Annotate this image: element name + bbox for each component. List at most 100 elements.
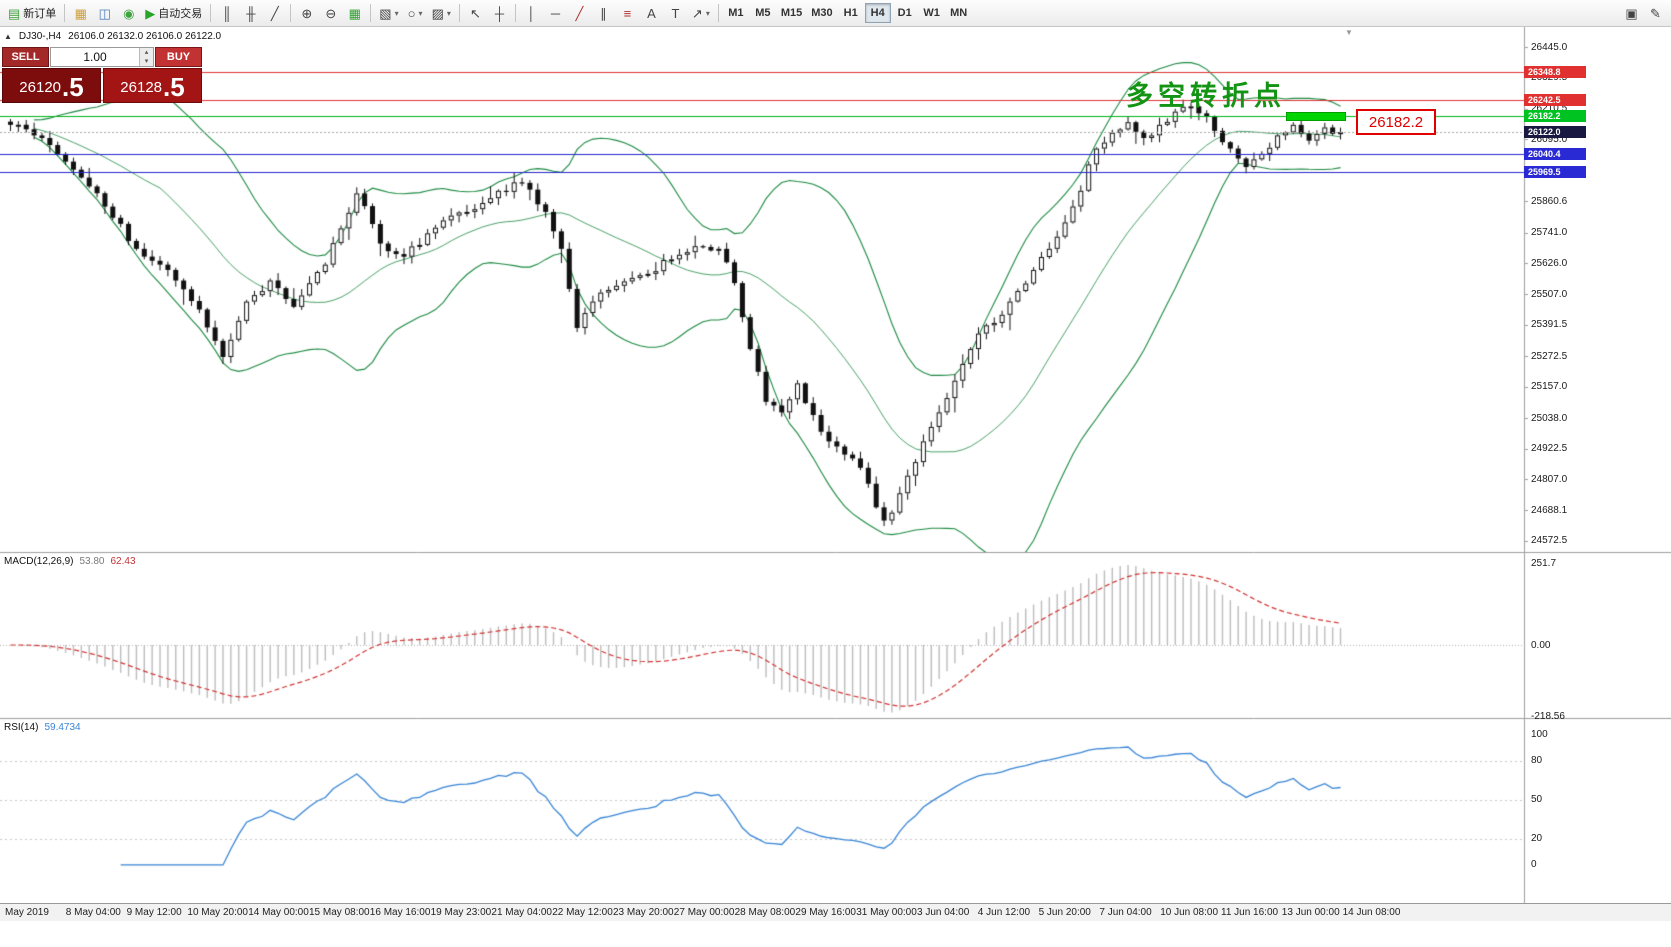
timeframe-h4-button[interactable]: H4 [864,3,891,23]
price-axis-label: 25741.0 [1531,227,1568,239]
line-chart-button[interactable]: ╱ [263,2,286,24]
timeframe-h1-button[interactable]: H1 [838,3,864,23]
toolbar-separator [717,4,719,22]
volume-input[interactable]: 1.00 ▴ ▾ [50,47,154,67]
macd-axis-label: 0.00 [1531,640,1551,651]
time-axis-label: 4 Jun 12:00 [977,907,1031,918]
oct-collapse-toggle[interactable]: ▲ [4,32,12,41]
timeframe-mn-button[interactable]: MN [946,3,972,23]
templates-button[interactable]: ▨ ▾ [428,2,455,24]
one-click-trading-panel: SELL 1.00 ▴ ▾ BUY 26120 .5 26128 .5 [2,47,202,103]
time-axis-label: 11 Jun 16:00 [1221,907,1279,918]
buy-price-button[interactable]: 26128 .5 [103,68,202,103]
sell-price-button[interactable]: 26120 .5 [2,68,101,103]
time-axis-label: 5 Jun 20:00 [1038,907,1091,918]
rsi-axis-label: 100 [1531,729,1548,740]
time-axis[interactable]: May 2019 8 May 04:00 9 May 12:00 10 May 20:… [0,903,1671,921]
time-axis-label: 23 May 20:00 [613,907,674,918]
timeframe-d1-button[interactable]: D1 [892,3,918,23]
news-button[interactable]: ▣ [1620,2,1643,24]
profiles-button[interactable]: ○ ▾ [404,2,427,24]
sell-price-main: 26120 [19,79,62,96]
sell-button[interactable]: SELL [2,47,49,67]
time-axis-label: 27 May 00:00 [673,907,735,918]
macd-panel-splitter[interactable] [0,550,1671,554]
price-callout-label[interactable]: 26182.2 [1356,109,1436,135]
zoom-out-button[interactable]: ⊖ [319,2,342,24]
time-axis-label: 21 May 04:00 [491,907,552,918]
terminal-button[interactable]: ◉ [117,2,140,24]
text-icon: A [647,5,656,21]
rsi-panel-splitter[interactable] [0,716,1671,720]
fibonacci-icon: ≡ [623,5,632,21]
chart-annotation-text[interactable]: 多空转折点 [1126,81,1286,112]
vertical-line-button[interactable]: │ [520,2,543,24]
macd-indicator-label: MACD(12,26,9) 53.80 62.43 [4,556,136,567]
price-axis-label: 26095.0 [1531,133,1568,145]
timeframe-m30-button[interactable]: M30 [807,3,836,23]
buy-price-main: 26128 [120,79,163,96]
rsi-axis-label: 20 [1531,833,1543,844]
cursor-button[interactable]: ↖ [464,2,487,24]
data-window-button[interactable]: ◫ [93,2,116,24]
candlestick-chart-button[interactable]: ╫ [239,2,262,24]
macd-axis-label: 251.7 [1531,558,1557,569]
rsi-indicator-label: RSI(14) 59.4734 [4,722,81,733]
timeframe-m15-button[interactable]: M15 [777,3,806,23]
time-axis-label: 10 Jun 08:00 [1160,907,1219,918]
autotrading-button[interactable]: ▶ 自动交易 [141,2,206,24]
time-axis-label: 9 May 12:00 [126,907,182,918]
new-order-button[interactable]: ▤ 新订单 [4,2,60,24]
symbol-period-label: DJ30-,H4 [18,31,62,42]
crosshair-button[interactable]: ┼ [488,2,511,24]
time-axis-label: 13 Jun 00:00 [1281,907,1340,918]
market-watch-button[interactable]: ▦ [69,2,92,24]
market-watch-icon: ▦ [74,5,87,21]
highlight-line-object[interactable] [1286,112,1346,121]
quick-edit-button[interactable]: ✎ [1644,2,1667,24]
macd-name: MACD(12,26,9) [4,556,74,567]
volume-up-button[interactable]: ▴ [140,48,153,57]
price-badge: 26040.4 [1524,147,1586,160]
text-button[interactable]: A [640,2,663,24]
bar-chart-button[interactable]: ║ [215,2,238,24]
rsi-axis-label: 0 [1531,859,1537,870]
fibonacci-button[interactable]: ≡ [616,2,639,24]
horizontal-line-button[interactable]: ─ [544,2,567,24]
arrows-button[interactable]: ↗ ▾ [688,2,714,24]
crosshair-icon: ┼ [494,5,505,21]
timeframe-m5-button[interactable]: M5 [750,3,776,23]
volume-down-button[interactable]: ▾ [140,57,153,66]
price-badge: 26122.0 [1524,126,1586,139]
price-badge: 25969.5 [1524,166,1586,179]
time-axis-label: 15 May 08:00 [309,907,370,918]
time-axis-label: 16 May 16:00 [369,907,431,918]
tile-windows-button[interactable]: ▦ [343,2,366,24]
price-axis-label: 24572.5 [1531,535,1568,547]
pencil-icon: ✎ [1650,5,1661,21]
rsi-axis-label: 50 [1531,794,1543,805]
time-axis-label: 14 May 00:00 [248,907,309,918]
cursor-icon: ↖ [469,5,481,21]
data-window-icon: ◫ [98,5,111,21]
price-axis[interactable]: 26445.026329.526210.526095.025976.525860… [1524,27,1671,903]
templates-icon: ▨ [431,5,444,21]
timeframe-w1-button[interactable]: W1 [919,3,945,23]
text-label-button[interactable]: T [664,2,687,24]
price-axis-label: 25860.6 [1531,195,1568,207]
equidistant-channel-button[interactable]: ∥ [592,2,615,24]
toolbar-separator [290,4,292,22]
buy-button[interactable]: BUY [155,47,202,67]
trendline-button[interactable]: ╱ [568,2,591,24]
time-axis-label: 8 May 04:00 [65,907,121,918]
new-chart-button[interactable]: ▧ ▾ [375,2,402,24]
chart-area[interactable] [0,27,1671,920]
toolbar-left-group: ▤ 新订单 ▦ ◫ ◉ ▶ 自动交易 ║ ╫ ╱ ⊕ ⊖ ▦ ▧ ▾ ○ ▾ ▨ ▾ ↖ ┼ │ ─ ╱ ∥ ≡ A T ↗ ▾ M1 M5 M… [4,2,972,24]
timeframe-m1-button[interactable]: M1 [723,3,749,23]
terminal-icon: ◉ [123,5,135,21]
rsi-name: RSI(14) [4,722,39,733]
zoom-out-icon: ⊖ [325,5,337,21]
zoom-in-button[interactable]: ⊕ [295,2,318,24]
time-axis-label: 19 May 23:00 [430,907,492,918]
price-axis-label: 24807.0 [1531,473,1568,485]
